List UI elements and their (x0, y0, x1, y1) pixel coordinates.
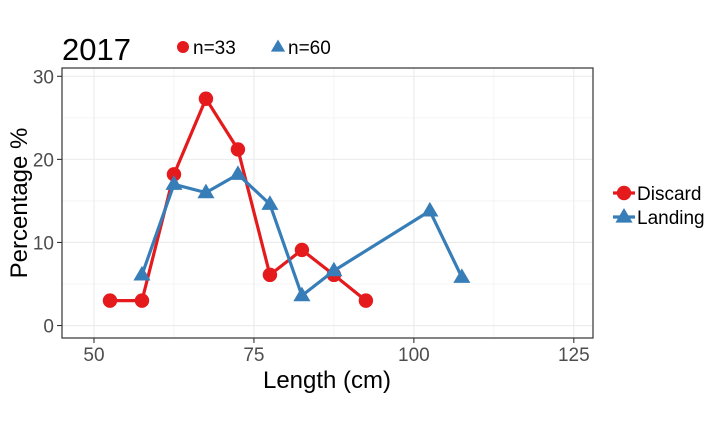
data-point-landing (133, 265, 151, 281)
sample-size-labels: n=33 n=60 (177, 38, 331, 59)
x-tick-label: 75 (243, 345, 264, 366)
x-axis-title: Length (cm) (263, 367, 391, 394)
chart-title: 2017 (62, 32, 131, 67)
series-layer (102, 91, 471, 308)
series-landing (133, 165, 471, 302)
data-point-discard (134, 293, 150, 308)
data-point-landing (165, 175, 183, 190)
x-tick-label: 100 (398, 345, 430, 366)
data-point-discard (230, 142, 246, 157)
legend-label-discard: Discard (637, 184, 701, 205)
data-point-discard (166, 167, 182, 182)
x-tick-label: 50 (83, 345, 104, 366)
data-point-landing (421, 201, 439, 217)
y-tick-label: 10 (33, 233, 54, 254)
y-tick-label: 0 (43, 317, 54, 338)
y-axis-title: Percentage % (6, 128, 33, 279)
data-point-landing (229, 165, 247, 180)
data-point-landing (197, 183, 215, 199)
legend-marker-discard (616, 185, 632, 201)
data-point-discard (198, 91, 214, 106)
sample-size-label: n=33 (193, 38, 236, 59)
data-point-landing (261, 195, 279, 210)
data-point-discard (102, 293, 118, 308)
y-tick-label: 20 (33, 150, 54, 171)
axes: 50 75 100 125 0 10 20 30 (33, 67, 590, 366)
sample-size-label: n=60 (288, 38, 331, 59)
data-point-landing (293, 286, 311, 302)
legend: Discard Landing (613, 184, 705, 229)
data-point-landing (325, 261, 343, 277)
x-tick-label: 125 (558, 345, 590, 366)
legend-marker-landing (615, 208, 633, 223)
y-tick-label: 30 (33, 67, 54, 88)
data-point-landing (453, 268, 471, 283)
series-line-discard (109, 97, 367, 303)
series-discard (102, 91, 374, 308)
sample-size-marker-landing (270, 39, 286, 52)
data-point-discard (294, 242, 310, 258)
plot-panel (61, 67, 594, 339)
data-point-discard (358, 293, 374, 308)
legend-label-landing: Landing (637, 208, 705, 229)
data-point-discard (262, 267, 278, 283)
grid-lines (62, 68, 593, 338)
sample-size-marker-discard (177, 41, 189, 53)
